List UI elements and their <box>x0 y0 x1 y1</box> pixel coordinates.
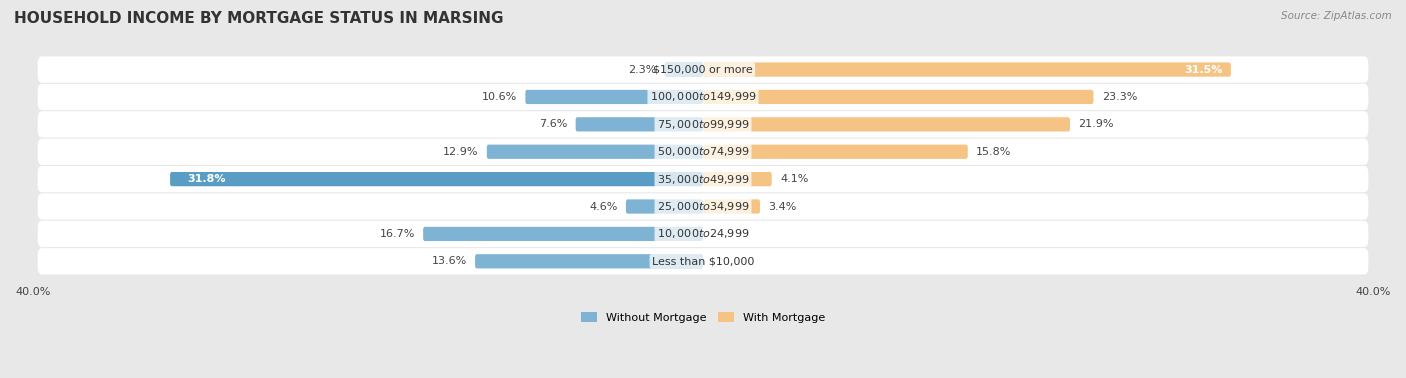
Text: 16.7%: 16.7% <box>380 229 415 239</box>
FancyBboxPatch shape <box>526 90 703 104</box>
Text: HOUSEHOLD INCOME BY MORTGAGE STATUS IN MARSING: HOUSEHOLD INCOME BY MORTGAGE STATUS IN M… <box>14 11 503 26</box>
Text: $25,000 to $34,999: $25,000 to $34,999 <box>657 200 749 213</box>
Text: 7.6%: 7.6% <box>538 119 567 129</box>
Text: Less than $10,000: Less than $10,000 <box>652 256 754 266</box>
Text: Source: ZipAtlas.com: Source: ZipAtlas.com <box>1281 11 1392 21</box>
FancyBboxPatch shape <box>703 145 967 159</box>
FancyBboxPatch shape <box>38 111 1368 138</box>
Text: 4.6%: 4.6% <box>589 201 617 212</box>
Text: $150,000 or more: $150,000 or more <box>654 65 752 74</box>
FancyBboxPatch shape <box>38 194 1368 220</box>
FancyBboxPatch shape <box>486 145 703 159</box>
Text: 3.4%: 3.4% <box>768 201 797 212</box>
Text: $100,000 to $149,999: $100,000 to $149,999 <box>650 90 756 104</box>
Text: 23.3%: 23.3% <box>1102 92 1137 102</box>
FancyBboxPatch shape <box>703 90 1094 104</box>
Text: 31.8%: 31.8% <box>187 174 225 184</box>
Text: 13.6%: 13.6% <box>432 256 467 266</box>
Text: $75,000 to $99,999: $75,000 to $99,999 <box>657 118 749 131</box>
FancyBboxPatch shape <box>38 166 1368 192</box>
Text: $50,000 to $74,999: $50,000 to $74,999 <box>657 145 749 158</box>
FancyBboxPatch shape <box>575 117 703 132</box>
FancyBboxPatch shape <box>38 248 1368 274</box>
FancyBboxPatch shape <box>665 62 703 77</box>
Text: 10.6%: 10.6% <box>482 92 517 102</box>
Text: 21.9%: 21.9% <box>1078 119 1114 129</box>
FancyBboxPatch shape <box>703 117 1070 132</box>
Text: 4.1%: 4.1% <box>780 174 808 184</box>
Text: 31.5%: 31.5% <box>1184 65 1222 74</box>
FancyBboxPatch shape <box>38 84 1368 110</box>
FancyBboxPatch shape <box>423 227 703 241</box>
FancyBboxPatch shape <box>703 172 772 186</box>
Text: 2.3%: 2.3% <box>627 65 657 74</box>
FancyBboxPatch shape <box>38 139 1368 165</box>
Text: 12.9%: 12.9% <box>443 147 478 157</box>
FancyBboxPatch shape <box>170 172 703 186</box>
Text: $10,000 to $24,999: $10,000 to $24,999 <box>657 228 749 240</box>
FancyBboxPatch shape <box>38 221 1368 247</box>
FancyBboxPatch shape <box>703 200 761 214</box>
Text: $35,000 to $49,999: $35,000 to $49,999 <box>657 173 749 186</box>
FancyBboxPatch shape <box>703 62 1230 77</box>
Legend: Without Mortgage, With Mortgage: Without Mortgage, With Mortgage <box>576 308 830 327</box>
Text: 15.8%: 15.8% <box>976 147 1011 157</box>
FancyBboxPatch shape <box>38 56 1368 83</box>
FancyBboxPatch shape <box>626 200 703 214</box>
FancyBboxPatch shape <box>475 254 703 268</box>
